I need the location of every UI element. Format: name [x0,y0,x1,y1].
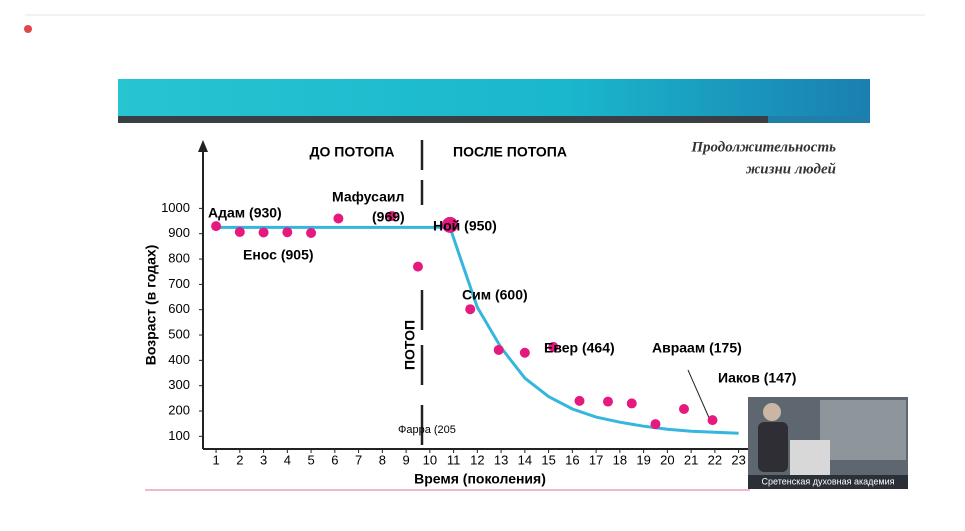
data-point [306,227,317,238]
y-axis-label: Возраст (в годах) [143,245,159,366]
x-tick-label: 10 [423,452,437,467]
x-tick-label: 22 [708,452,722,467]
x-tick-label: 11 [447,452,461,467]
annotation: Иаков (147) [718,370,796,386]
y-tick-label: 800 [168,250,190,265]
annotation: Енос (905) [243,247,314,263]
y-tick-label: 700 [168,276,190,291]
data-point [211,221,222,232]
data-point [333,213,344,224]
webcam-person [763,403,781,421]
x-tick-label: 13 [494,452,508,467]
x-tick-label: 16 [565,452,579,467]
trend-line [216,225,739,435]
data-point [602,396,613,407]
x-tick-label: 1 [212,452,219,467]
y-tick-label: 600 [168,301,190,316]
slide-header [118,79,870,116]
y-tick-label: 300 [168,377,190,392]
webcam-person [758,422,788,472]
section-label: ДО ПОТОПА [310,144,395,160]
x-tick-label: 2 [236,452,243,467]
chart-title: Продолжительность [690,139,836,155]
x-tick-label: 15 [541,452,555,467]
x-tick-label: 6 [331,452,338,467]
data-point [574,395,585,406]
x-tick-label: 4 [284,452,291,467]
x-axis-label: Время (поколения) [414,471,546,487]
x-tick-label: 18 [613,452,627,467]
y-tick-label: 100 [168,428,190,443]
x-tick-label: 21 [684,452,698,467]
x-tick-label: 9 [402,452,409,467]
annotation: Ной (950) [433,218,497,234]
data-point [442,216,459,233]
annotation: Адам (930) [208,205,282,221]
annotation: Мафусаил [332,189,404,205]
data-point [548,341,559,352]
annotation: Сим (600) [462,287,528,303]
y-tick-label: 500 [168,326,190,341]
x-tick-label: 14 [518,452,532,467]
x-tick-label: 7 [355,452,362,467]
webcam-caption-bg [748,475,908,489]
data-point [650,419,661,430]
data-point [519,347,530,358]
data-point [282,227,293,238]
x-tick-label: 20 [660,452,674,467]
x-tick-label: 3 [260,452,267,467]
record-icon[interactable] [24,25,32,33]
data-point [258,227,269,238]
data-point [707,415,718,426]
y-tick-label: 1000 [161,200,190,215]
slide-bar-accent [768,116,870,123]
data-point [234,226,245,237]
chart-title: жизни людей [746,161,836,177]
x-tick-label: 17 [589,452,603,467]
data-point [678,403,689,414]
data-point [412,261,423,272]
webcam-overlay: Сретенская духовная академия [748,397,908,489]
x-tick-label: 12 [470,452,484,467]
y-tick-label: 400 [168,352,190,367]
data-point [493,344,504,355]
data-point [386,210,397,221]
x-tick-label: 5 [307,452,314,467]
y-tick-label: 900 [168,225,190,240]
annotation: Евер (464) [544,340,615,356]
annotation: Авраам (175) [652,340,742,356]
annotation: (969) [372,209,405,225]
x-tick-label: 8 [379,452,386,467]
x-tick-label: 19 [636,452,650,467]
y-tick-label: 200 [168,402,190,417]
webcam-background [820,400,906,460]
webcam-caption: Сретенская духовная академия [761,476,894,486]
section-label: ПОСЛЕ ПОТОПА [453,144,567,160]
slide-bar [118,116,768,123]
annotation: Фарра (205 [398,424,456,436]
data-point [626,398,637,409]
webcam-lectern [790,440,830,475]
section-label: ПОТОП [402,320,418,370]
data-point [465,304,476,315]
leader-line [687,369,711,421]
x-tick-label: 23 [731,452,745,467]
y-axis-arrow [198,140,208,152]
plot: ДО ПОТОПА ПОСЛЕ ПОТОПА ПОТОП Продолжител… [143,139,836,486]
